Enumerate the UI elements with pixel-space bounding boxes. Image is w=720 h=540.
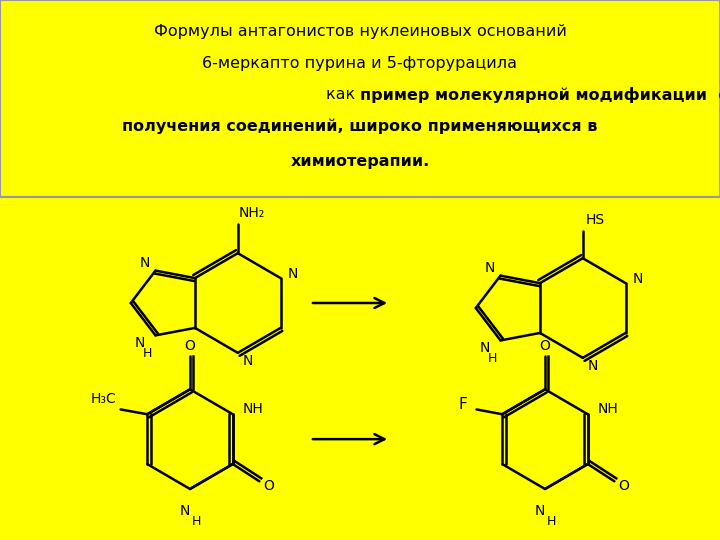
- Text: H: H: [487, 352, 498, 365]
- Text: получения соединений, широко применяющихся в: получения соединений, широко применяющих…: [122, 118, 598, 134]
- Text: NH: NH: [598, 402, 618, 416]
- Text: N: N: [588, 359, 598, 373]
- Text: 6-меркапто пурина и 5-фторурацила: 6-меркапто пурина и 5-фторурацила: [202, 56, 518, 71]
- Text: H: H: [192, 515, 201, 528]
- Text: N: N: [135, 336, 145, 350]
- Text: O: O: [264, 479, 274, 493]
- Text: NH₂: NH₂: [238, 206, 265, 220]
- Text: химиотерапии.: химиотерапии.: [290, 154, 430, 169]
- Text: O: O: [539, 339, 550, 353]
- Text: Формулы антагонистов нуклеиновых оснований: Формулы антагонистов нуклеиновых основан…: [153, 24, 567, 39]
- Text: как: как: [325, 87, 360, 102]
- Text: N: N: [180, 504, 190, 518]
- Text: N: N: [287, 267, 298, 281]
- Text: O: O: [184, 339, 195, 353]
- Text: H: H: [546, 515, 556, 528]
- Text: N: N: [139, 255, 150, 269]
- Text: F: F: [459, 397, 467, 412]
- Text: N: N: [485, 261, 495, 274]
- Text: N: N: [632, 272, 643, 286]
- Text: пример молекулярной модификации  с целью: пример молекулярной модификации с целью: [360, 86, 720, 103]
- Text: N: N: [535, 504, 545, 518]
- Text: H: H: [143, 347, 152, 360]
- Text: N: N: [480, 341, 490, 355]
- Text: N: N: [243, 354, 253, 368]
- Text: H₃C: H₃C: [90, 392, 116, 406]
- Text: HS: HS: [585, 213, 604, 227]
- Text: O: O: [618, 479, 629, 493]
- Text: NH: NH: [243, 402, 263, 416]
